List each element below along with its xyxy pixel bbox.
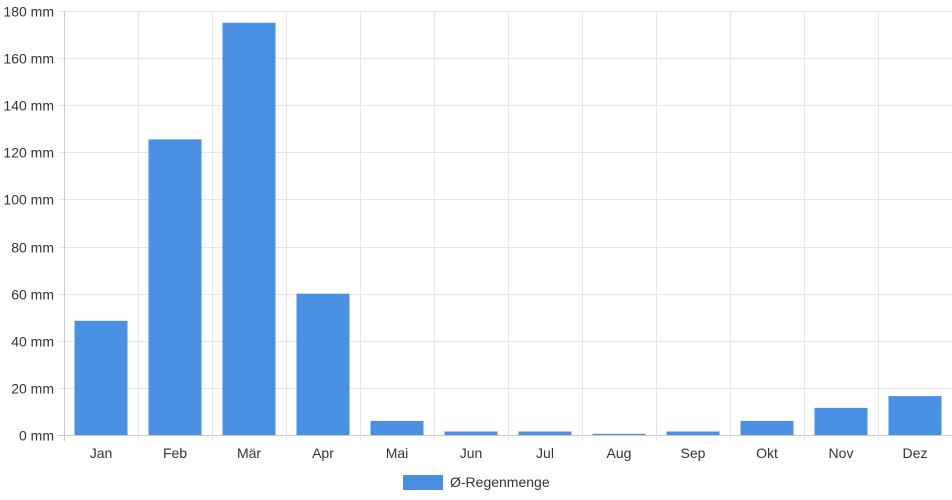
bar-mai[interactable] [370,420,424,435]
x-tick-label: Aug [607,445,632,461]
x-tick-labels: Jan Feb Mär Apr Mai Jun Jul Aug Sep Okt Nov Dez [90,445,928,461]
bar-jun[interactable] [444,431,498,436]
y-tick-label: 160 mm [3,51,54,67]
y-tick-label: 140 mm [3,98,54,114]
x-tick-label: Mär [237,445,261,461]
x-tick-label: Jul [536,445,554,461]
legend-swatch[interactable] [403,475,443,490]
y-tick-label: 120 mm [3,145,54,161]
y-tick-label: 100 mm [3,192,54,208]
x-tick-label: Jan [90,445,113,461]
x-tick-label: Dez [903,445,928,461]
legend-label[interactable]: Ø-Regenmenge [450,474,550,490]
x-tick-label: Nov [829,445,854,461]
legend[interactable]: Ø-Regenmenge [403,474,550,490]
y-tick-label: 20 mm [11,381,54,397]
grid [58,11,952,441]
x-tick-label: Okt [756,445,778,461]
bar-mär[interactable] [222,22,276,436]
bar-dez[interactable] [888,396,942,435]
y-tick-label: 80 mm [11,240,54,256]
y-tick-label: 0 mm [19,428,54,444]
y-tick-labels: 0 mm 20 mm 40 mm 60 mm 80 mm 100 mm 120 mm 140 … [3,4,54,444]
y-tick-label: 180 mm [3,4,54,20]
x-tick-label: Sep [681,445,706,461]
bar-aug[interactable] [592,433,646,435]
bars [74,22,942,436]
bar-feb[interactable] [148,139,202,435]
bar-okt[interactable] [740,420,794,435]
x-tick-label: Apr [312,445,334,461]
bar-apr[interactable] [296,293,350,435]
bar-nov[interactable] [814,407,868,435]
x-tick-label: Jun [460,445,483,461]
x-tick-label: Feb [163,445,187,461]
bar-jan[interactable] [74,320,128,435]
y-tick-label: 40 mm [11,334,54,350]
bar-sep[interactable] [666,431,720,436]
bar-jul[interactable] [518,431,572,436]
y-tick-label: 60 mm [11,287,54,303]
x-tick-label: Mai [386,445,409,461]
